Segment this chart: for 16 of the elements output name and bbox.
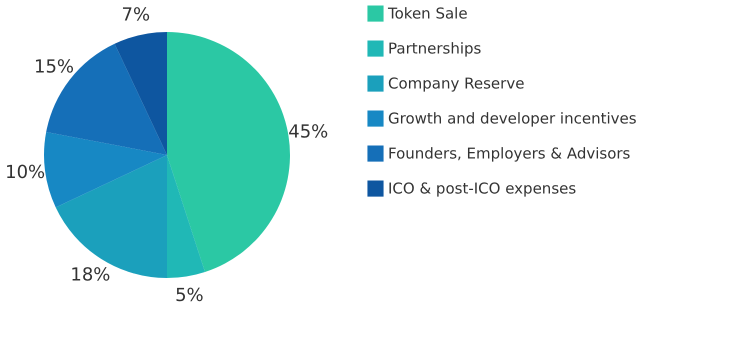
legend-label: Company Reserve <box>388 74 524 92</box>
data-label: 10% <box>5 162 46 183</box>
data-label: 45% <box>288 122 328 143</box>
data-label: 5% <box>175 285 204 306</box>
data-label: 15% <box>34 56 74 78</box>
legend-label: Founders, Employers & Advisors <box>388 144 631 162</box>
pie-slice <box>167 155 206 278</box>
legend-label: ICO & post-ICO expenses <box>388 180 576 198</box>
data-label: 7% <box>122 4 150 26</box>
pie-slice <box>167 32 290 272</box>
legend-label: Partnerships <box>388 40 482 58</box>
legend-label: Growth and developer incentives <box>388 110 637 128</box>
pie-slice <box>44 132 167 208</box>
pie-slice <box>114 32 167 155</box>
legend-label: Token Sale <box>387 4 468 22</box>
data-label: 18% <box>70 264 110 286</box>
